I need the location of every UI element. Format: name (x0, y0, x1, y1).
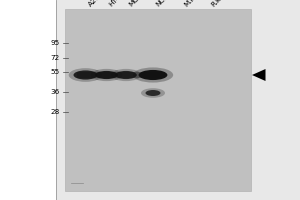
Ellipse shape (133, 67, 173, 83)
Ellipse shape (146, 90, 160, 96)
Bar (0, 0, 56, 200)
Text: 95: 95 (51, 40, 60, 46)
Text: A2058: A2058 (87, 0, 108, 8)
Text: 28: 28 (51, 109, 60, 115)
Ellipse shape (141, 88, 165, 98)
Ellipse shape (91, 69, 122, 81)
Ellipse shape (95, 71, 118, 79)
Text: NCI-H292: NCI-H292 (154, 0, 183, 8)
Text: R.kidney: R.kidney (210, 0, 236, 8)
Text: 72: 72 (51, 55, 60, 61)
Polygon shape (252, 69, 266, 81)
Bar (76, 72, 165, 78)
Ellipse shape (69, 68, 102, 82)
Ellipse shape (115, 71, 137, 79)
Ellipse shape (111, 69, 141, 81)
Text: MCF-7: MCF-7 (128, 0, 148, 8)
Text: 55: 55 (51, 69, 60, 75)
Bar (64, 9, 250, 191)
Text: 36: 36 (51, 89, 60, 95)
Text: M.kidney: M.kidney (183, 0, 210, 8)
Text: HT-1080: HT-1080 (108, 0, 134, 8)
Ellipse shape (139, 70, 167, 80)
Ellipse shape (74, 70, 98, 80)
